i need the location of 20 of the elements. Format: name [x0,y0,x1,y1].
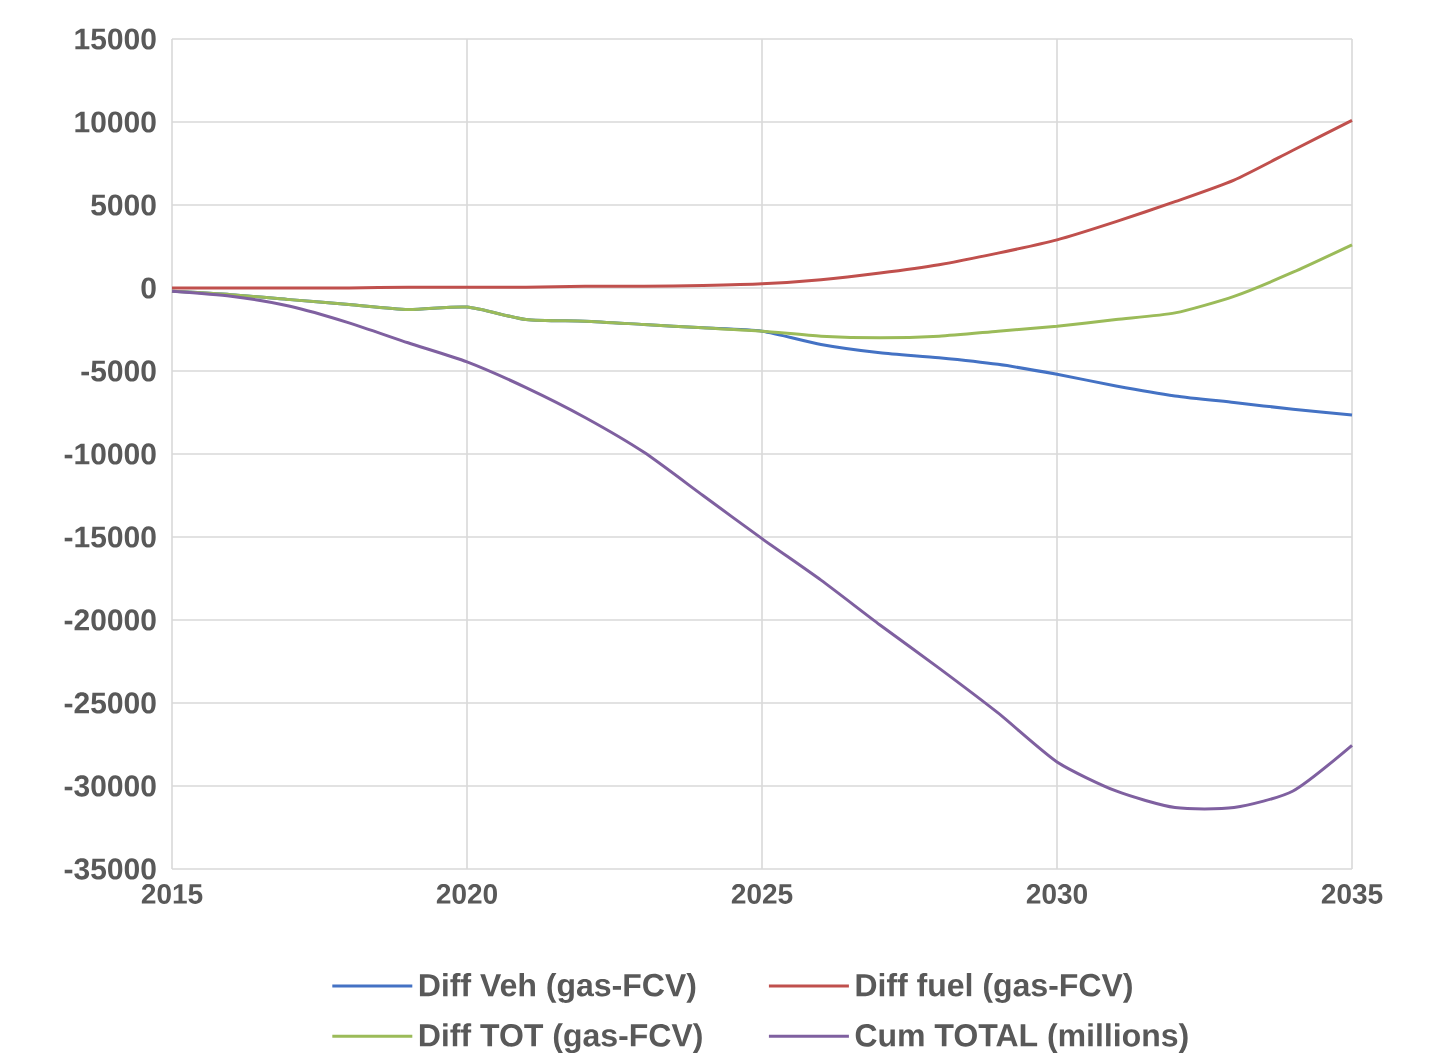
y-tick-label: 0 [141,277,156,299]
y-tick-label: 5000 [91,194,156,216]
y-tick-label: 15000 [75,28,156,50]
legend-label: Diff fuel (gas-FCV) [856,972,1132,1003]
y-tick-label: -5000 [81,360,156,382]
y-tick-label: 10000 [75,111,156,133]
y-tick-label: -20000 [64,609,156,631]
legend-label: Diff TOT (gas-FCV) [419,1023,702,1053]
legend-label: Diff Veh (gas-FCV) [419,972,696,1003]
y-tick-label: -35000 [64,858,156,880]
x-tick-label: 2025 [731,883,793,904]
y-tick-label: -25000 [64,692,156,714]
y-tick-label: -10000 [64,443,156,465]
legend-label: Cum TOTAL (millions) [855,1023,1188,1053]
x-tick-label: 2020 [436,883,497,904]
x-tick-label: 2035 [1321,883,1383,904]
y-tick-label: -30000 [64,775,156,797]
x-tick-label: 2015 [141,883,203,904]
x-tick-label: 2030 [1026,883,1087,904]
y-tick-label: -15000 [64,526,156,548]
